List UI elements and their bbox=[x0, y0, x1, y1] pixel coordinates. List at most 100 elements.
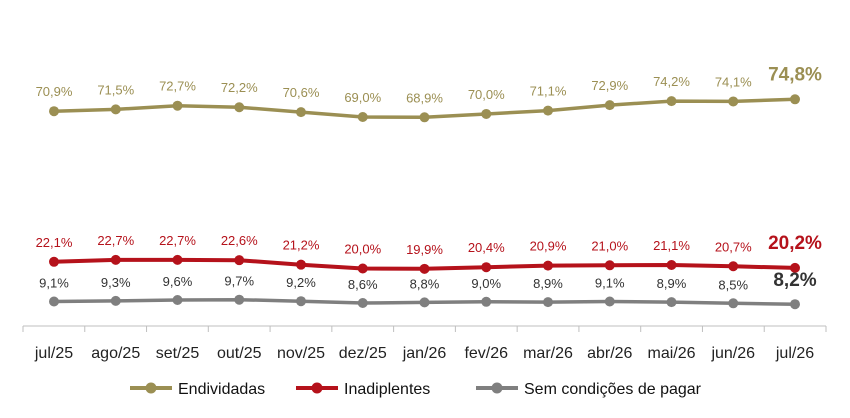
data-label: 9,3% bbox=[101, 275, 131, 290]
data-label: 20,0% bbox=[344, 242, 381, 257]
data-label: 70,6% bbox=[283, 85, 320, 100]
legend-label: Sem condições de pagar bbox=[524, 381, 702, 398]
data-label: 20,2% bbox=[768, 233, 822, 254]
data-point bbox=[543, 297, 553, 308]
data-point bbox=[234, 102, 245, 113]
data-point bbox=[481, 296, 492, 307]
data-label: 8,9% bbox=[657, 276, 687, 291]
x-tick-label: jun/26 bbox=[710, 345, 755, 362]
series-lines bbox=[49, 94, 800, 310]
data-point bbox=[296, 259, 306, 270]
data-point bbox=[234, 255, 245, 266]
data-point bbox=[666, 259, 677, 270]
data-point bbox=[604, 296, 615, 307]
data-label: 70,0% bbox=[468, 87, 505, 102]
legend-marker bbox=[311, 382, 323, 394]
data-point bbox=[172, 100, 183, 111]
data-point bbox=[728, 261, 739, 272]
data-point bbox=[666, 96, 677, 107]
data-point bbox=[790, 94, 800, 105]
data-point bbox=[357, 263, 368, 274]
data-label: 8,5% bbox=[718, 277, 748, 292]
data-label: 9,2% bbox=[286, 275, 316, 290]
data-point bbox=[666, 297, 677, 308]
data-label: 21,0% bbox=[591, 238, 628, 253]
data-point bbox=[172, 295, 183, 305]
data-label: 9,0% bbox=[471, 276, 501, 291]
data-label: 9,6% bbox=[163, 274, 193, 289]
data-point bbox=[296, 296, 306, 307]
data-point bbox=[604, 100, 615, 111]
data-label: 22,6% bbox=[221, 233, 258, 248]
legend: Endividadas Inadiplentes Sem condições de … bbox=[130, 381, 702, 398]
x-tick-label: out/25 bbox=[217, 345, 262, 362]
data-label: 72,7% bbox=[159, 79, 196, 94]
data-label: 9,1% bbox=[39, 276, 69, 291]
data-label: 9,7% bbox=[224, 274, 254, 289]
data-point bbox=[419, 112, 430, 123]
data-label: 72,2% bbox=[221, 80, 258, 95]
data-point bbox=[49, 256, 59, 267]
data-point bbox=[49, 106, 59, 117]
data-label: 20,7% bbox=[715, 239, 752, 254]
data-point bbox=[419, 263, 430, 274]
data-point bbox=[49, 296, 59, 307]
legend-label: Inadiplentes bbox=[344, 381, 430, 398]
data-label: 71,5% bbox=[97, 82, 134, 97]
data-label: 68,9% bbox=[406, 90, 443, 105]
x-tick-label: jan/26 bbox=[402, 345, 447, 362]
data-label: 72,9% bbox=[591, 78, 628, 93]
data-label: 74,8% bbox=[768, 64, 822, 85]
data-point bbox=[481, 108, 492, 119]
x-tick-label: jul/26 bbox=[775, 345, 814, 362]
data-label: 19,9% bbox=[406, 242, 443, 257]
data-point bbox=[419, 297, 430, 308]
x-tick-label: fev/26 bbox=[464, 345, 508, 362]
data-point bbox=[728, 298, 739, 309]
data-label: 21,1% bbox=[653, 238, 690, 253]
x-tick-label: mar/26 bbox=[523, 345, 573, 362]
data-label: 8,9% bbox=[533, 276, 563, 291]
data-point bbox=[110, 104, 121, 115]
data-label: 71,1% bbox=[530, 84, 567, 99]
data-point bbox=[790, 262, 800, 273]
legend-label: Endividadas bbox=[178, 381, 265, 398]
legend-marker bbox=[145, 382, 157, 394]
data-point bbox=[234, 294, 245, 305]
data-point bbox=[604, 260, 615, 271]
data-label: 22,7% bbox=[159, 233, 196, 248]
x-tick-label: set/25 bbox=[156, 345, 200, 362]
x-tick-label: ago/25 bbox=[91, 345, 140, 362]
data-label: 22,7% bbox=[97, 233, 134, 248]
x-tick-label: abr/26 bbox=[587, 345, 632, 362]
data-label: 74,2% bbox=[653, 74, 690, 89]
data-point bbox=[728, 96, 739, 107]
x-tick-label: dez/25 bbox=[339, 345, 387, 362]
data-label: 20,4% bbox=[468, 240, 505, 255]
data-point bbox=[357, 112, 368, 122]
data-label: 69,0% bbox=[344, 90, 381, 105]
data-point bbox=[172, 254, 183, 265]
data-point bbox=[296, 107, 306, 118]
data-label: 70,9% bbox=[36, 84, 73, 99]
data-point bbox=[790, 299, 800, 310]
data-point bbox=[357, 298, 368, 308]
data-label: 9,1% bbox=[595, 276, 625, 291]
data-point bbox=[110, 254, 121, 265]
data-labels: 70,9% 71,5% 72,7% 72,2% 70,6% 69,0% 68,9% 70,0%… bbox=[36, 64, 822, 292]
x-axis: jul/25 ago/25 set/25 out/25 nov/25 dez/25 jan/… bbox=[22, 325, 827, 362]
x-tick-label: nov/25 bbox=[277, 345, 325, 362]
data-point bbox=[543, 105, 553, 116]
data-label: 8,6% bbox=[348, 277, 378, 292]
data-point bbox=[110, 295, 121, 306]
data-point bbox=[543, 260, 553, 271]
data-label: 21,2% bbox=[283, 238, 320, 253]
data-label: 74,1% bbox=[715, 74, 752, 89]
legend-marker bbox=[491, 382, 503, 394]
data-label: 20,9% bbox=[530, 239, 567, 254]
data-point bbox=[481, 262, 492, 273]
data-label: 8,8% bbox=[410, 276, 440, 291]
data-label: 22,1% bbox=[36, 235, 73, 250]
x-tick-label: mai/26 bbox=[647, 345, 695, 362]
